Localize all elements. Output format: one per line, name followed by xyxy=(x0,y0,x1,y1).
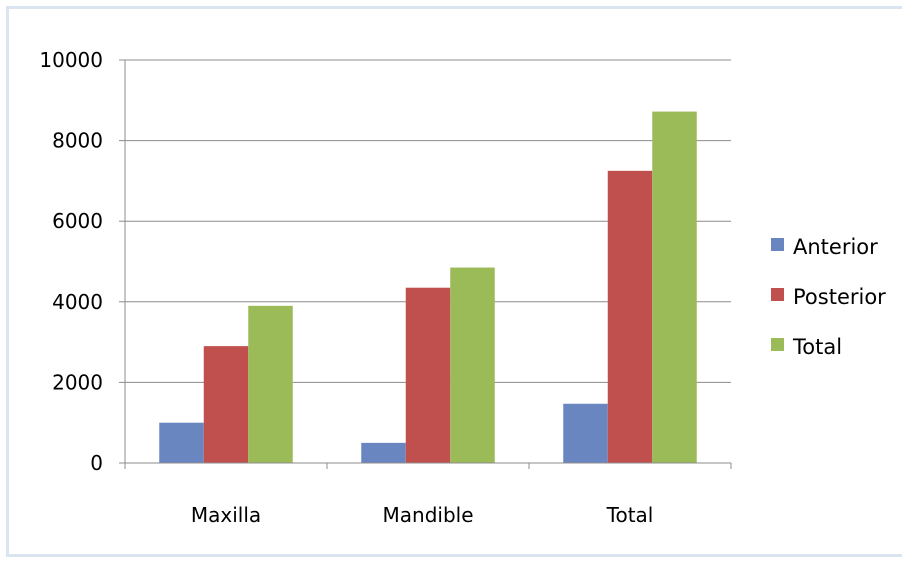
bar-posterior-maxilla xyxy=(203,346,249,463)
legend-label-total: Total xyxy=(792,335,842,359)
bar-posterior-mandible xyxy=(405,287,451,463)
bar-total-total xyxy=(652,111,697,464)
x-axis-ticks: Maxilla Mandible Total xyxy=(191,503,654,527)
bars xyxy=(159,111,697,464)
bar-total-maxilla xyxy=(248,305,293,463)
x-tick-label-maxilla: Maxilla xyxy=(191,503,261,527)
bar-anterior-total xyxy=(563,403,608,463)
bar-posterior-total xyxy=(607,170,653,463)
legend-item-total: Total xyxy=(771,335,842,359)
legend-label-posterior: Posterior xyxy=(793,285,886,309)
legend: Anterior Posterior Total xyxy=(771,235,886,359)
y-tick-label: 4000 xyxy=(52,290,103,314)
y-tick-label: 2000 xyxy=(52,370,103,394)
y-tick-label: 8000 xyxy=(52,129,103,153)
axes xyxy=(119,59,732,469)
y-tick-label: 6000 xyxy=(52,209,103,233)
y-tick-label: 0 xyxy=(90,451,103,475)
bar-anterior-maxilla xyxy=(159,422,204,463)
x-tick-label-mandible: Mandible xyxy=(383,503,474,527)
legend-item-anterior: Anterior xyxy=(771,235,878,259)
legend-swatch-anterior xyxy=(771,238,784,251)
y-tick-label: 10000 xyxy=(39,48,103,72)
legend-item-posterior: Posterior xyxy=(771,285,886,309)
bar-anterior-mandible xyxy=(361,442,406,463)
legend-label-anterior: Anterior xyxy=(793,235,878,259)
legend-swatch-posterior xyxy=(771,288,784,301)
y-axis-ticks: 0 2000 4000 6000 8000 10000 xyxy=(39,48,103,475)
x-tick-label-total: Total xyxy=(606,503,654,527)
legend-swatch-total xyxy=(771,338,784,351)
bar-total-mandible xyxy=(450,267,495,463)
